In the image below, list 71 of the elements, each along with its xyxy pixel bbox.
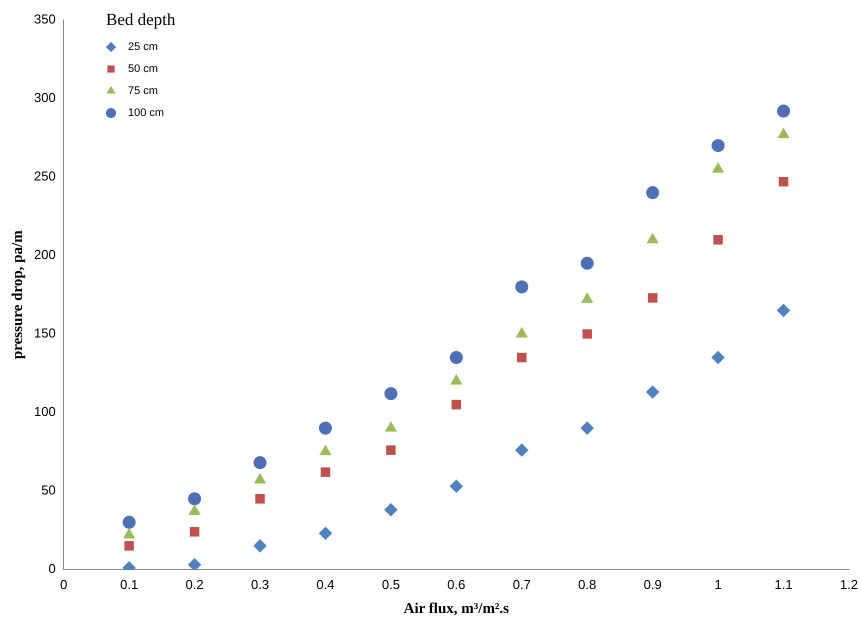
point <box>124 541 134 551</box>
x-tick-label: 0.1 <box>120 576 138 592</box>
point <box>778 176 788 186</box>
point <box>452 400 462 410</box>
legend-title: Bed depth <box>106 10 176 30</box>
legend-label: 100 cm <box>128 107 164 119</box>
x-tick-label: 1.1 <box>774 576 793 592</box>
point <box>712 139 725 152</box>
y-tick-label: 200 <box>34 247 56 262</box>
point <box>580 256 594 270</box>
point <box>188 504 200 515</box>
legend-label: 50 cm <box>128 63 158 75</box>
point <box>385 422 397 432</box>
point <box>254 539 267 552</box>
point <box>254 456 267 470</box>
point <box>122 516 136 529</box>
y-tick-label: 50 <box>41 482 56 498</box>
point <box>646 386 660 399</box>
point <box>255 494 265 504</box>
point <box>386 445 396 455</box>
point <box>320 445 332 456</box>
legend-label: 25 cm <box>128 41 158 53</box>
point <box>190 526 200 536</box>
x-tick-label: 0.4 <box>316 576 334 592</box>
point <box>450 480 463 493</box>
y-tick-label: 300 <box>34 90 56 106</box>
x-tick-label: 0.3 <box>250 576 270 592</box>
point <box>648 293 658 303</box>
legend-label: 75 cm <box>128 85 158 97</box>
x-tick-label: 1 <box>714 576 722 592</box>
y-tick-label: 150 <box>34 326 56 341</box>
point <box>646 233 658 244</box>
x-tick-label: 0 <box>60 576 68 592</box>
point <box>450 374 462 385</box>
x-axis-title: Air flux, m³/m².s <box>404 600 510 617</box>
point <box>580 422 594 435</box>
point <box>318 526 332 540</box>
point <box>254 473 266 484</box>
point <box>188 492 202 506</box>
x-tick-label: 0.5 <box>382 576 400 592</box>
y-tick-label: 250 <box>34 168 56 184</box>
point <box>582 292 593 303</box>
point <box>515 444 528 457</box>
point <box>712 350 725 364</box>
point <box>777 104 790 118</box>
point <box>517 352 527 362</box>
x-tick-label: 0.2 <box>186 576 204 592</box>
x-tick-label: 0.8 <box>578 576 596 592</box>
point <box>646 186 660 200</box>
x-tick-label: 0.6 <box>447 576 466 592</box>
point <box>712 162 724 173</box>
x-tick-label: 0.9 <box>644 576 662 592</box>
point <box>384 387 398 400</box>
point <box>450 350 463 364</box>
point <box>777 304 790 317</box>
point <box>384 503 398 516</box>
point <box>123 528 135 538</box>
point <box>515 280 528 294</box>
point <box>778 128 790 138</box>
point <box>188 558 202 570</box>
point <box>320 467 330 477</box>
point <box>516 327 528 338</box>
point <box>713 235 723 245</box>
y-tick-label: 100 <box>34 404 56 420</box>
x-tick-label: 1.2 <box>840 576 858 592</box>
y-axis-title: pressure drop, pa/m <box>10 230 26 360</box>
x-tick-label: 0.7 <box>512 576 531 592</box>
y-tick-label: 350 <box>34 12 56 27</box>
y-tick-label: 0 <box>48 560 56 576</box>
point <box>582 329 592 339</box>
point <box>318 422 332 435</box>
